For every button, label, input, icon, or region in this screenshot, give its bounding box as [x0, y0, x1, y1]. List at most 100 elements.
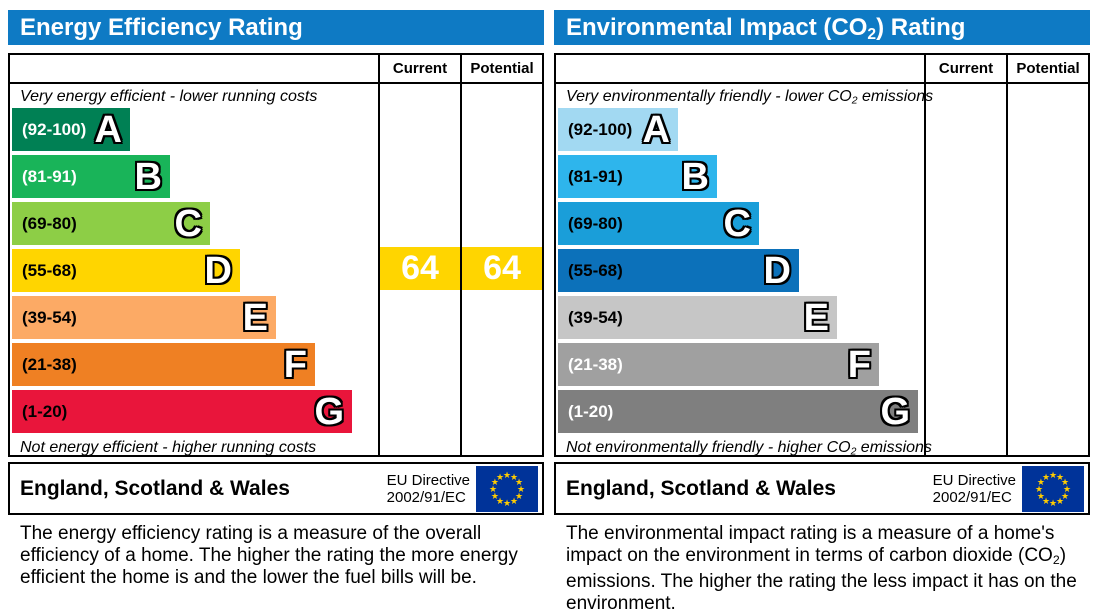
column-header-row [10, 55, 542, 84]
band-row-b: (81-91) B [556, 155, 1088, 198]
band-range: (92-100) [22, 119, 87, 139]
band-row-d: (55-68) D [556, 249, 1088, 292]
region-footer: England, Scotland & Wales EU Directive 2… [554, 462, 1090, 515]
band-letter: B [681, 155, 709, 198]
co2-rating-chart: Very environmentally friendly - lower CO… [554, 53, 1090, 458]
potential-rating-value: 64 [483, 249, 521, 287]
svg-text:★: ★ [510, 497, 518, 507]
svg-text:★: ★ [1061, 478, 1069, 488]
svg-text:★: ★ [517, 485, 525, 495]
band-bar-f: (21-38) F [12, 343, 315, 386]
title-text: Energy Efficiency Rating [20, 14, 303, 41]
band-row-e: (39-54) E [556, 296, 1088, 339]
top-caption: Very environmentally friendly - lower CO… [566, 88, 934, 107]
svg-text:★: ★ [1063, 485, 1071, 495]
current-rating-cell: 64 [380, 247, 460, 290]
band-range: (21-38) [22, 354, 77, 374]
svg-text:★: ★ [496, 497, 504, 507]
current-column: Current 64 [378, 55, 460, 455]
svg-text:★: ★ [1049, 471, 1057, 481]
band-bar-g: (1-20) G [558, 390, 918, 433]
band-bar-a: (92-100) A [558, 108, 678, 151]
band-range: (1-20) [568, 401, 614, 421]
energy-efficiency-panel: Energy Efficiency Rating Very energy eff… [8, 10, 544, 593]
band-letter: E [242, 296, 268, 339]
svg-text:★: ★ [1061, 492, 1069, 502]
top-caption: Very energy efficient - lower running co… [20, 88, 318, 105]
band-range: (55-68) [568, 260, 623, 280]
band-bar-e: (39-54) E [558, 296, 837, 339]
band-bar-g: (1-20) G [12, 390, 352, 433]
potential-column: Potential 64 [460, 55, 542, 455]
band-letter: C [174, 202, 202, 245]
svg-text:★: ★ [510, 472, 518, 482]
band-letter: A [94, 108, 122, 151]
potential-column-header: Potential [1008, 55, 1088, 84]
svg-text:★: ★ [1056, 497, 1064, 507]
energy-description: The energy efficiency rating is a measur… [20, 523, 518, 588]
band-letter: E [803, 296, 829, 339]
band-letter: F [283, 343, 307, 386]
title-text-post: ) Rating [876, 14, 966, 41]
potential-column-header: Potential [462, 55, 542, 84]
bottom-caption: Not energy efficient - higher running co… [20, 439, 317, 456]
eu-directive-label: EU Directive 2002/91/EC [386, 471, 470, 506]
region-label: England, Scotland & Wales [20, 476, 290, 500]
band-bar-d: (55-68) D [12, 249, 240, 292]
column-header-row [556, 55, 1088, 84]
svg-text:★: ★ [491, 478, 499, 488]
band-bar-f: (21-38) F [558, 343, 879, 386]
band-range: (21-38) [568, 354, 623, 374]
svg-text:★: ★ [1049, 499, 1057, 509]
svg-text:★: ★ [1042, 497, 1050, 507]
svg-text:★: ★ [1035, 485, 1043, 495]
band-range: (69-80) [568, 213, 623, 233]
band-letter: C [723, 202, 751, 245]
band-letter: F [847, 343, 871, 386]
environmental-impact-title: Environmental Impact (CO2) Rating [554, 10, 1090, 45]
current-column: Current [924, 55, 1006, 455]
band-range: (39-54) [568, 307, 623, 327]
band-bar-b: (81-91) B [12, 155, 170, 198]
bottom-caption: Not environmentally friendly - higher CO… [566, 439, 932, 458]
potential-column: Potential [1006, 55, 1088, 455]
band-range: (69-80) [22, 213, 77, 233]
band-row-e: (39-54) E [10, 296, 542, 339]
potential-rating-cell: 64 [462, 247, 542, 290]
band-letter: D [763, 249, 791, 292]
title-subscript: 2 [867, 25, 877, 43]
environmental-impact-panel: Environmental Impact (CO2) Rating Very e… [554, 10, 1090, 613]
band-bar-c: (69-80) C [558, 202, 759, 245]
band-letter: B [134, 155, 162, 198]
band-row-a: (92-100) A [10, 108, 542, 151]
band-range: (81-91) [568, 166, 623, 186]
svg-text:★: ★ [1037, 492, 1045, 502]
energy-rating-chart: Very energy efficient - lower running co… [8, 53, 544, 457]
svg-text:★: ★ [1037, 478, 1045, 488]
band-row-c: (69-80) C [10, 202, 542, 245]
band-letter: D [204, 249, 232, 292]
band-bar-b: (81-91) B [558, 155, 717, 198]
region-label: England, Scotland & Wales [566, 476, 836, 500]
band-bar-c: (69-80) C [12, 202, 210, 245]
band-bar-e: (39-54) E [12, 296, 276, 339]
band-row-d: (55-68) D [10, 249, 542, 292]
band-letter: G [314, 390, 344, 433]
environmental-description: The environmental impact rating is a mea… [566, 523, 1077, 613]
band-bar-a: (92-100) A [12, 108, 130, 151]
band-range: (55-68) [22, 260, 77, 280]
current-column-header: Current [380, 55, 460, 84]
band-row-g: (1-20) G [10, 390, 542, 433]
band-range: (39-54) [22, 307, 77, 327]
band-letter: A [642, 108, 670, 151]
current-rating-value: 64 [401, 249, 439, 287]
band-row-f: (21-38) F [556, 343, 1088, 386]
svg-text:★: ★ [491, 492, 499, 502]
band-row-c: (69-80) C [556, 202, 1088, 245]
svg-text:★: ★ [1056, 472, 1064, 482]
energy-efficiency-title: Energy Efficiency Rating [8, 10, 544, 45]
band-range: (81-91) [22, 166, 77, 186]
band-bar-d: (55-68) D [558, 249, 799, 292]
svg-text:★: ★ [496, 472, 504, 482]
current-column-header: Current [926, 55, 1006, 84]
